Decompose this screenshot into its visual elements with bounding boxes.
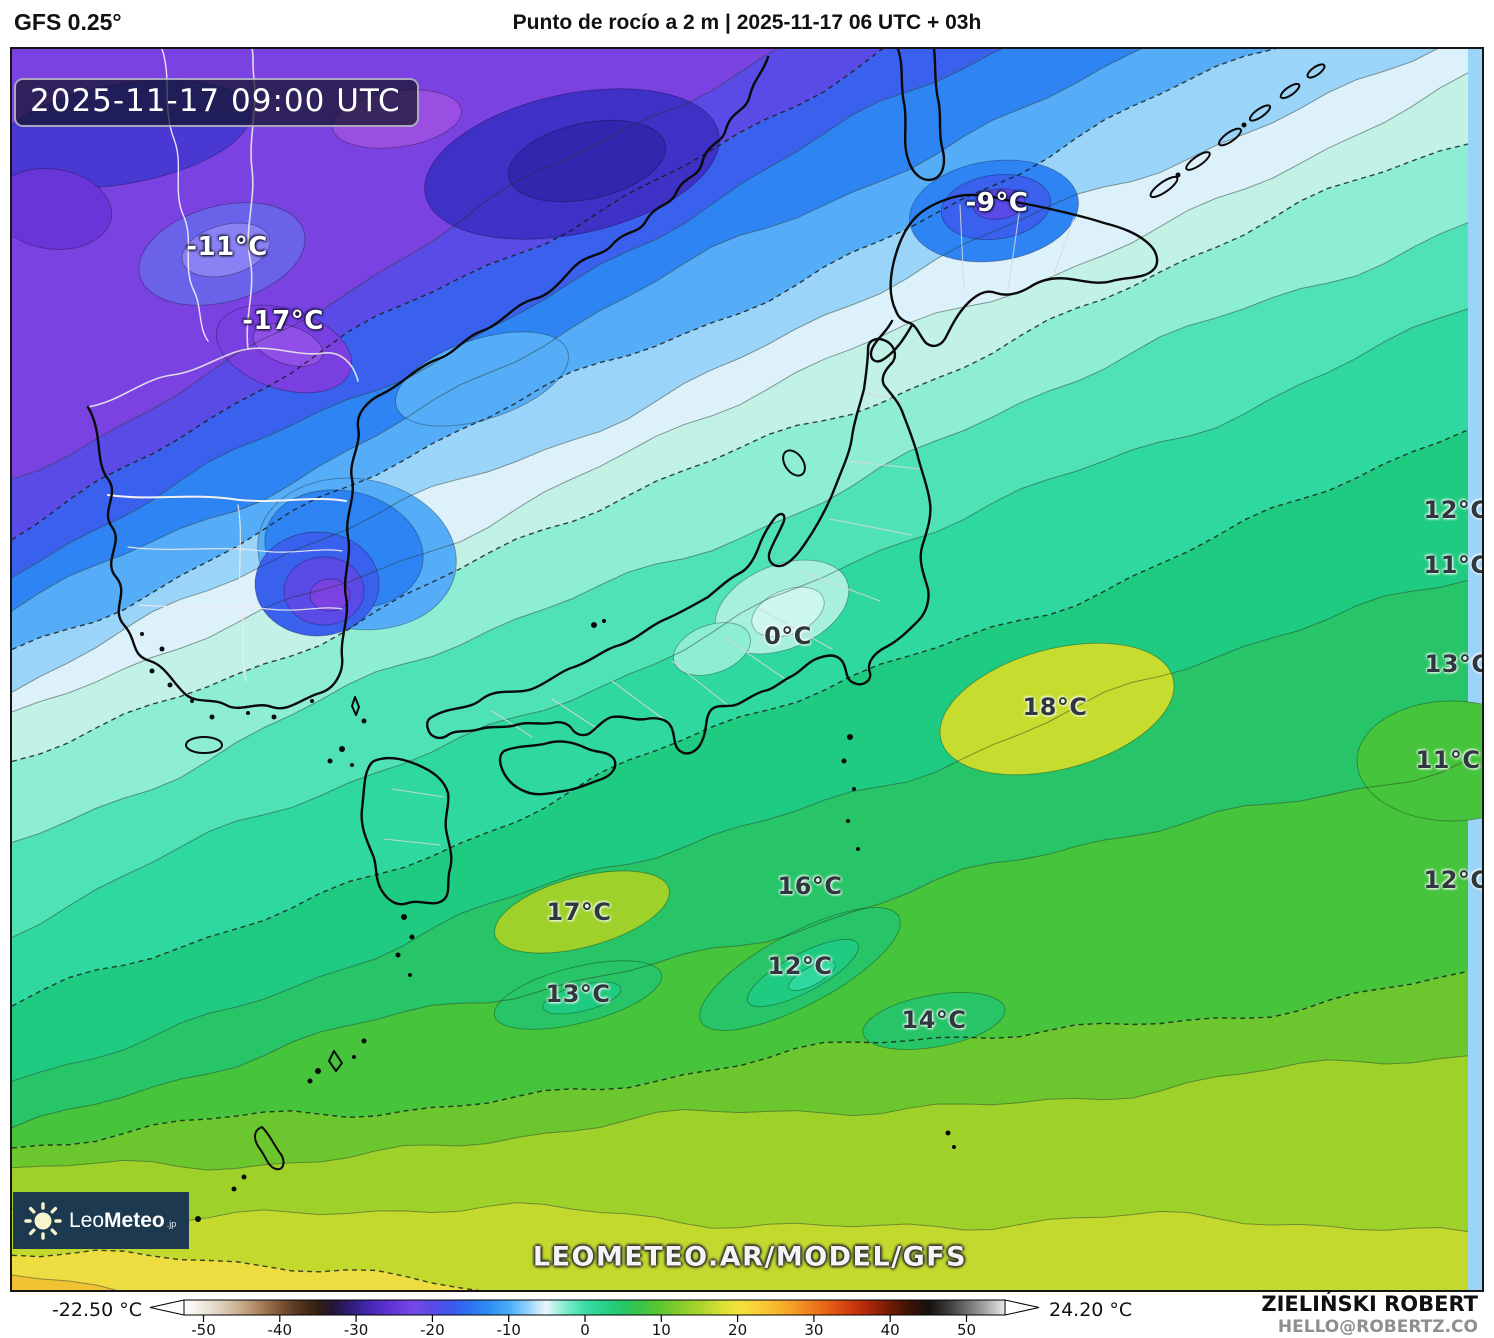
author-contact: HELLO@ROBERTZ.CO [1277,1316,1478,1337]
timestamp-badge: 2025-11-17 09:00 UTC [14,78,419,127]
temp-label: -17°C [242,306,324,336]
island-jeju [185,736,223,754]
svg-text:20: 20 [728,1321,747,1338]
page-title: Punto de rocío a 2 m | 2025-11-17 06 UTC… [512,11,982,34]
coast-sakhalin [896,49,946,182]
svg-text:-20: -20 [420,1321,445,1338]
temp-label: 13°C [1424,650,1484,678]
border-russia-china [246,49,256,350]
temp-label: 12°C [1423,496,1484,524]
dewpoint-pockets [12,79,1482,1050]
svg-text:-10: -10 [496,1321,521,1338]
contour-map-svg [12,49,1482,1290]
temp-label: 12°C [1423,866,1484,894]
temp-label: -9°C [965,188,1029,218]
coast-shikoku [498,740,617,796]
svg-text:10: 10 [652,1321,671,1338]
colorbar-max-label: 24.20 °C [1049,1299,1132,1321]
kuril-islands [1149,63,1326,199]
temp-label: 12°C [767,952,833,980]
svg-text:0: 0 [580,1321,590,1338]
border-dmz [107,494,347,502]
colorbar-ticks: -50 -40 -30 -20 -10 0 10 20 30 40 50 [191,1315,976,1338]
svg-text:-50: -50 [191,1321,216,1338]
coast-hokkaido [889,193,1159,348]
temp-label: 14°C [901,1006,967,1034]
korea-province-borders [127,504,343,682]
colorbar-left-arrow [149,1299,185,1316]
svg-text:-40: -40 [268,1321,293,1338]
contour-lines [12,49,1469,1290]
island-amami [328,1050,343,1072]
temp-label: 11°C [1415,746,1481,774]
logo-wordmark: Leo Meteo .jp [69,1209,176,1233]
logo-suffix: .jp [166,1218,177,1229]
colorbar-gradient-bar [183,1299,1006,1316]
colorbar-right-arrow [1004,1299,1040,1316]
island-sado [782,449,806,477]
colorbar-min-label: -22.50 °C [52,1299,142,1321]
author-name: ZIELIŃSKI ROBERT [1261,1292,1478,1316]
island-okinawa [254,1126,285,1171]
logo-text-leo: Leo [69,1208,105,1232]
coastlines [86,49,1326,1238]
model-label: GFS 0.25° [14,9,122,35]
coast-honshu [426,337,932,755]
coast-korea-mainland [86,55,770,710]
temp-label: 18°C [1022,693,1088,721]
svg-text:30: 30 [804,1321,823,1338]
border-nk-china [87,347,359,408]
coast-kyushu [360,756,453,906]
temp-label: 17°C [546,898,612,926]
temp-label: 0°C [764,622,812,650]
credits: ZIELIŃSKI ROBERT HELLO@ROBERTZ.CO [1261,1292,1478,1337]
temp-label: -11°C [186,232,268,262]
forecast-map: -11°C -17°C -9°C 0°C 12°C 11°C 13°C 18°C 11°C 16°… [10,47,1484,1292]
temp-label: 11°C [1423,551,1484,579]
logo-text-meteo: Meteo [104,1208,165,1232]
island-tsushima [351,696,360,716]
watermark: LEOMETEO.AR/MODEL/GFS [532,1241,968,1273]
temp-label: 13°C [545,980,611,1008]
sun-icon [24,1201,62,1240]
leometeo-logo: Leo Meteo .jp [13,1192,189,1249]
japan-prefecture-borders [383,204,1075,846]
coast-oshima-peninsula [869,319,914,363]
colorbar: -50 -40 -30 -20 -10 0 10 20 30 40 50 -22.50 °C 24.… [52,1299,1132,1338]
svg-text:50: 50 [957,1321,976,1338]
temp-label: 16°C [777,872,843,900]
svg-text:40: 40 [881,1321,900,1338]
svg-text:-30: -30 [344,1321,369,1338]
